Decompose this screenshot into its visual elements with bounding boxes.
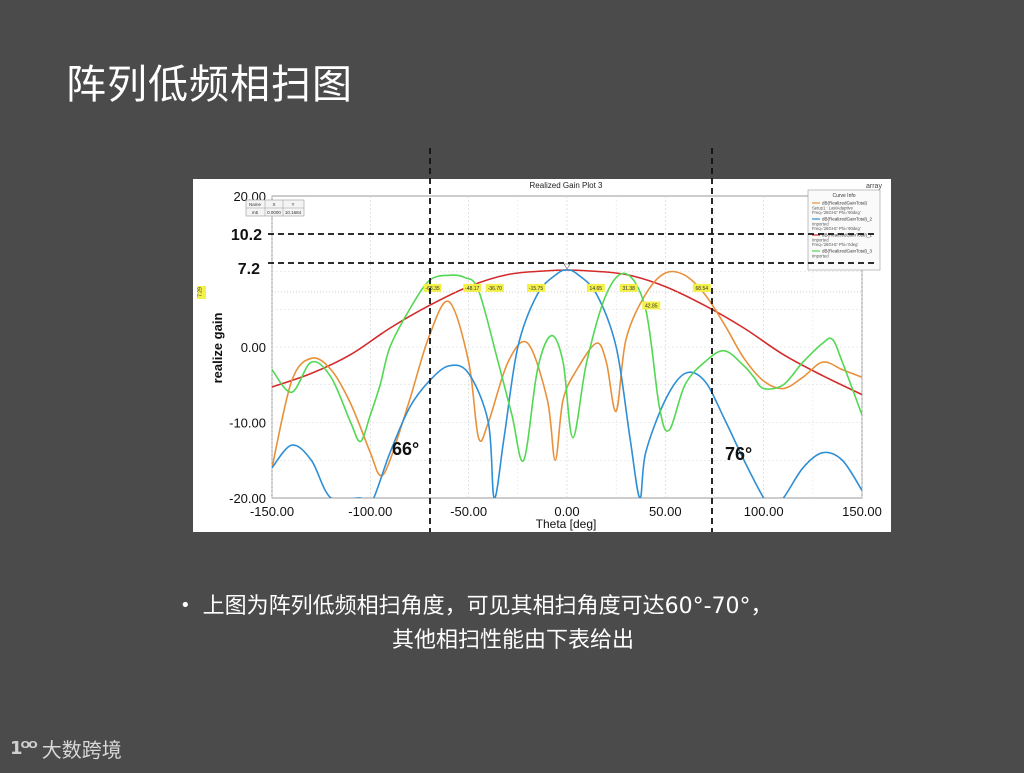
peak-tag-label: 14.65 [590,286,603,292]
marker-table-cell-name: m5 [252,210,259,215]
marker-table: Name X Y m5 0.0000 10.1684 [245,199,305,217]
angle-right-label: 76° [725,444,752,464]
bullet-line-2: 其他相扫性能由下表给出 [392,628,635,653]
x-tick-label: 0.00 [554,504,579,519]
slide-title: 阵列低频相扫图 [66,62,353,108]
legend-entry-sub: Imported [812,238,829,243]
peak-tag-label: 42.85 [645,303,658,309]
peak-tag-box [692,283,711,292]
peak-tag-box [485,283,504,292]
legend-entry-sub2: Freq='28GHz' Phi='0deg' [812,242,858,247]
y-tick-label: 0.00 [241,340,266,355]
marker-side-label: 7.29 [198,287,204,297]
y-tick-label: -10.00 [229,416,266,431]
peak-tag-box [642,301,661,310]
legend-entry-label: dB(RealizedGainTotal)_1 [822,233,873,238]
chart-title: Realized Gain Plot 3 [530,181,603,190]
peak-tags: -68.35 -48.17 -36.70 -15.75 14.65 31.38 42.85 6… [423,283,711,310]
y-tick-label: -20.00 [229,491,266,506]
peak-tag-box [423,283,442,292]
x-tick-label: 100.00 [744,504,784,519]
peak-tag-box [586,283,605,292]
x-tick-label: 150.00 [842,504,882,519]
x-tick-label: -100.00 [348,504,392,519]
legend: Curve Info dB(RealizedGainTotal)Setup1 :… [807,189,881,271]
legend-entry-sub2: Freq='28GHz' Phi='90deg' [812,210,861,215]
brand-logo-icon: 1ᴼᴼ [10,738,38,759]
peak-tag-label: 31.38 [622,286,635,292]
peak-tag-label: -15.75 [529,286,543,292]
peak-tag-box [527,283,546,292]
legend-entry-sub2: Freq='28GHz' Phi='90deg' [812,226,861,231]
x-tick-label: -150.00 [250,504,294,519]
bullet-dot-icon: • [180,595,191,616]
peak-tag-box [463,283,482,292]
marker-table-cell-x: 0.0000 [267,210,281,215]
series-line-4 [272,272,862,462]
tick-layer: -150.00 -100.00 -50.00 0.00 50.00 100.00 150.0… [229,189,882,519]
x-axis-label: Theta [deg] [536,517,597,531]
x-tick-label: -50.00 [450,504,487,519]
series-layer [272,263,862,498]
footer-brand-text: 大数跨境 [41,738,122,762]
legend-entry-label: dB(RealizedGainTotal)_3 [822,249,873,254]
legend-entry-sub: Imported [812,222,829,227]
marker-table-header-name: Name [249,202,262,207]
legend-entry-sub: Setup1 : LastAdaptive [812,206,854,211]
legend-entry-sub: Imported [812,254,829,259]
plot-area [271,195,863,499]
marker-table-cell-y: 10.1684 [285,210,302,215]
peak-tag-label: -68.35 [425,286,439,292]
marker-side-tag [197,286,206,299]
peak-tag-label: 68.54 [696,286,709,292]
y-axis-label: realize gain [210,313,225,384]
bullet-text-1: 上图为阵列低频相扫角度，可见其相扫角度可达60°-70°， [202,594,773,619]
legend-entry-label: dB(RealizedGainTotal) [822,201,868,206]
series-line-2 [272,270,862,477]
footer-logo: 1ᴼᴼ 大数跨境 [10,734,122,763]
legend-entry-label: dB(RealizedGainTotal)_2 [822,217,873,222]
chart-corner-label: array [866,183,882,190]
marker-table-header-y: Y [291,202,294,207]
peak-tag-box [619,283,638,292]
x-tick-label: 50.00 [649,504,682,519]
bullet-line-1: • 上图为阵列低频相扫角度，可见其相扫角度可达60°-70°， [180,588,773,620]
marker-table-header-x: X [272,202,275,207]
level-high-label: 10.2 [231,227,262,244]
peak-tag-label: -48.17 [465,286,479,292]
level-low-label: 7.2 [238,261,260,278]
angle-left-label: 66° [392,439,419,459]
legend-header: Curve Info [832,193,855,199]
series-line-3 [272,269,862,498]
peak-tag-label: -36.70 [488,286,502,292]
peak-marker-icon [563,263,571,270]
